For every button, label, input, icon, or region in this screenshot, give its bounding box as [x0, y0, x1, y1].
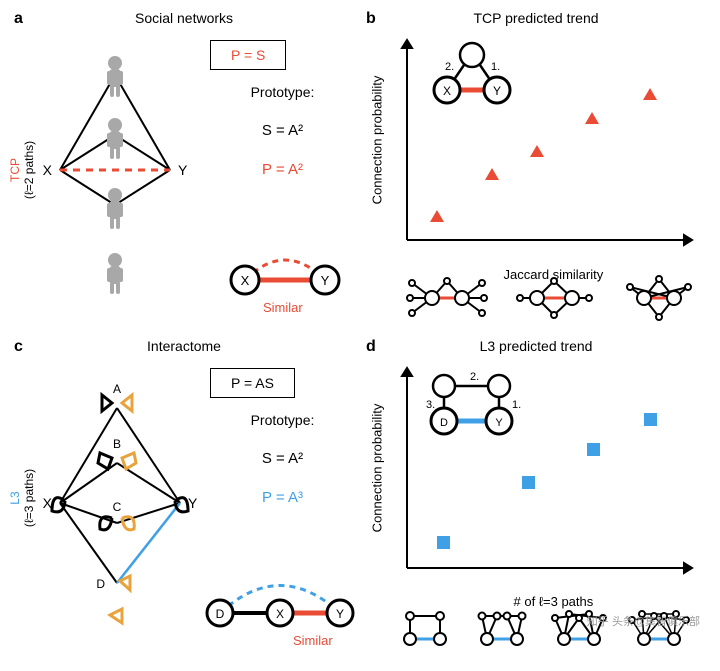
panel-a-network: X Y	[30, 35, 200, 305]
scatter-d	[437, 413, 657, 549]
svg-text:2.: 2.	[445, 61, 454, 73]
svg-text:1.: 1.	[512, 399, 521, 411]
svg-text:Y: Y	[495, 417, 503, 429]
svg-text:Y: Y	[336, 607, 344, 621]
svg-text:1.: 1.	[491, 61, 500, 73]
svg-text:C: C	[113, 500, 122, 514]
panel-d: d L3 predicted trend Connection probabil…	[362, 338, 710, 662]
node-y: Y	[178, 162, 188, 178]
panel-a: a Social networks TCP (ℓ=2 paths) X Y P …	[10, 10, 358, 334]
panel-a-equations: P = S Prototype: S = A² P = A²	[210, 40, 355, 178]
eq-s-a: S = A²	[210, 122, 355, 139]
eq-s-c: S = A²	[210, 450, 355, 467]
panel-c: c Interactome L3 (ℓ=3 paths)	[10, 338, 358, 662]
panel-c-equations: P = AS Prototype: S = A² P = A³	[210, 368, 355, 506]
prototype-label-a: Prototype:	[210, 84, 355, 100]
inset-d: D Y 1. 2. 3.	[426, 371, 521, 434]
panel-b-minis	[392, 268, 702, 323]
svg-text:2.: 2.	[470, 371, 479, 383]
svg-text:X: X	[241, 273, 250, 288]
similar-c: Similar	[293, 633, 333, 648]
panel-d-label: d	[366, 338, 376, 356]
panel-d-title: L3 predicted trend	[480, 338, 593, 354]
panel-a-label: a	[14, 10, 23, 28]
panel-c-prototype-diagram: D X Y	[200, 563, 360, 638]
panel-a-title: Social networks	[135, 10, 233, 26]
panel-a-prototype-diagram: X Y	[220, 235, 350, 305]
svg-text:D: D	[216, 607, 225, 621]
svg-text:D: D	[96, 577, 105, 591]
svg-text:Y: Y	[493, 84, 501, 98]
panel-b-label: b	[366, 10, 376, 28]
panel-d-ylabel: Connection probability	[370, 403, 385, 532]
tcp-text: TCP	[8, 158, 22, 182]
panel-c-label: c	[14, 338, 23, 356]
figure-grid: a Social networks TCP (ℓ=2 paths) X Y P …	[10, 10, 710, 661]
similar-a: Similar	[263, 300, 303, 315]
eq-p-a: P = A²	[210, 161, 355, 178]
panel-d-minis	[392, 596, 702, 651]
svg-text:X: X	[43, 495, 53, 511]
scatter-b	[430, 88, 657, 222]
panel-b-title: TCP predicted trend	[473, 10, 598, 26]
svg-text:3.: 3.	[426, 399, 435, 411]
svg-text:X: X	[443, 84, 451, 98]
l3-text: L3	[8, 491, 22, 504]
panel-c-network: X Y A B C D	[30, 363, 205, 638]
svg-text:Y: Y	[188, 495, 198, 511]
svg-text:Y: Y	[321, 273, 330, 288]
inset-b: X Y 1. 2.	[434, 43, 510, 103]
svg-text:B: B	[113, 437, 121, 451]
panel-d-chart: D Y 1. 2. 3.	[392, 358, 702, 588]
eq-p-c: P = A³	[210, 489, 355, 506]
panel-b-ylabel: Connection probability	[370, 76, 385, 205]
eqbox-c: P = AS	[210, 368, 295, 398]
svg-text:X: X	[276, 607, 284, 621]
panel-c-title: Interactome	[147, 338, 221, 354]
panel-b: b TCP predicted trend Connection probabi…	[362, 10, 710, 334]
panel-b-chart: X Y 1. 2.	[392, 30, 702, 260]
prototype-label-c: Prototype:	[210, 412, 355, 428]
eqbox-a: P = S	[210, 40, 286, 70]
svg-text:D: D	[440, 417, 448, 429]
svg-text:A: A	[113, 382, 121, 396]
node-x: X	[43, 162, 53, 178]
